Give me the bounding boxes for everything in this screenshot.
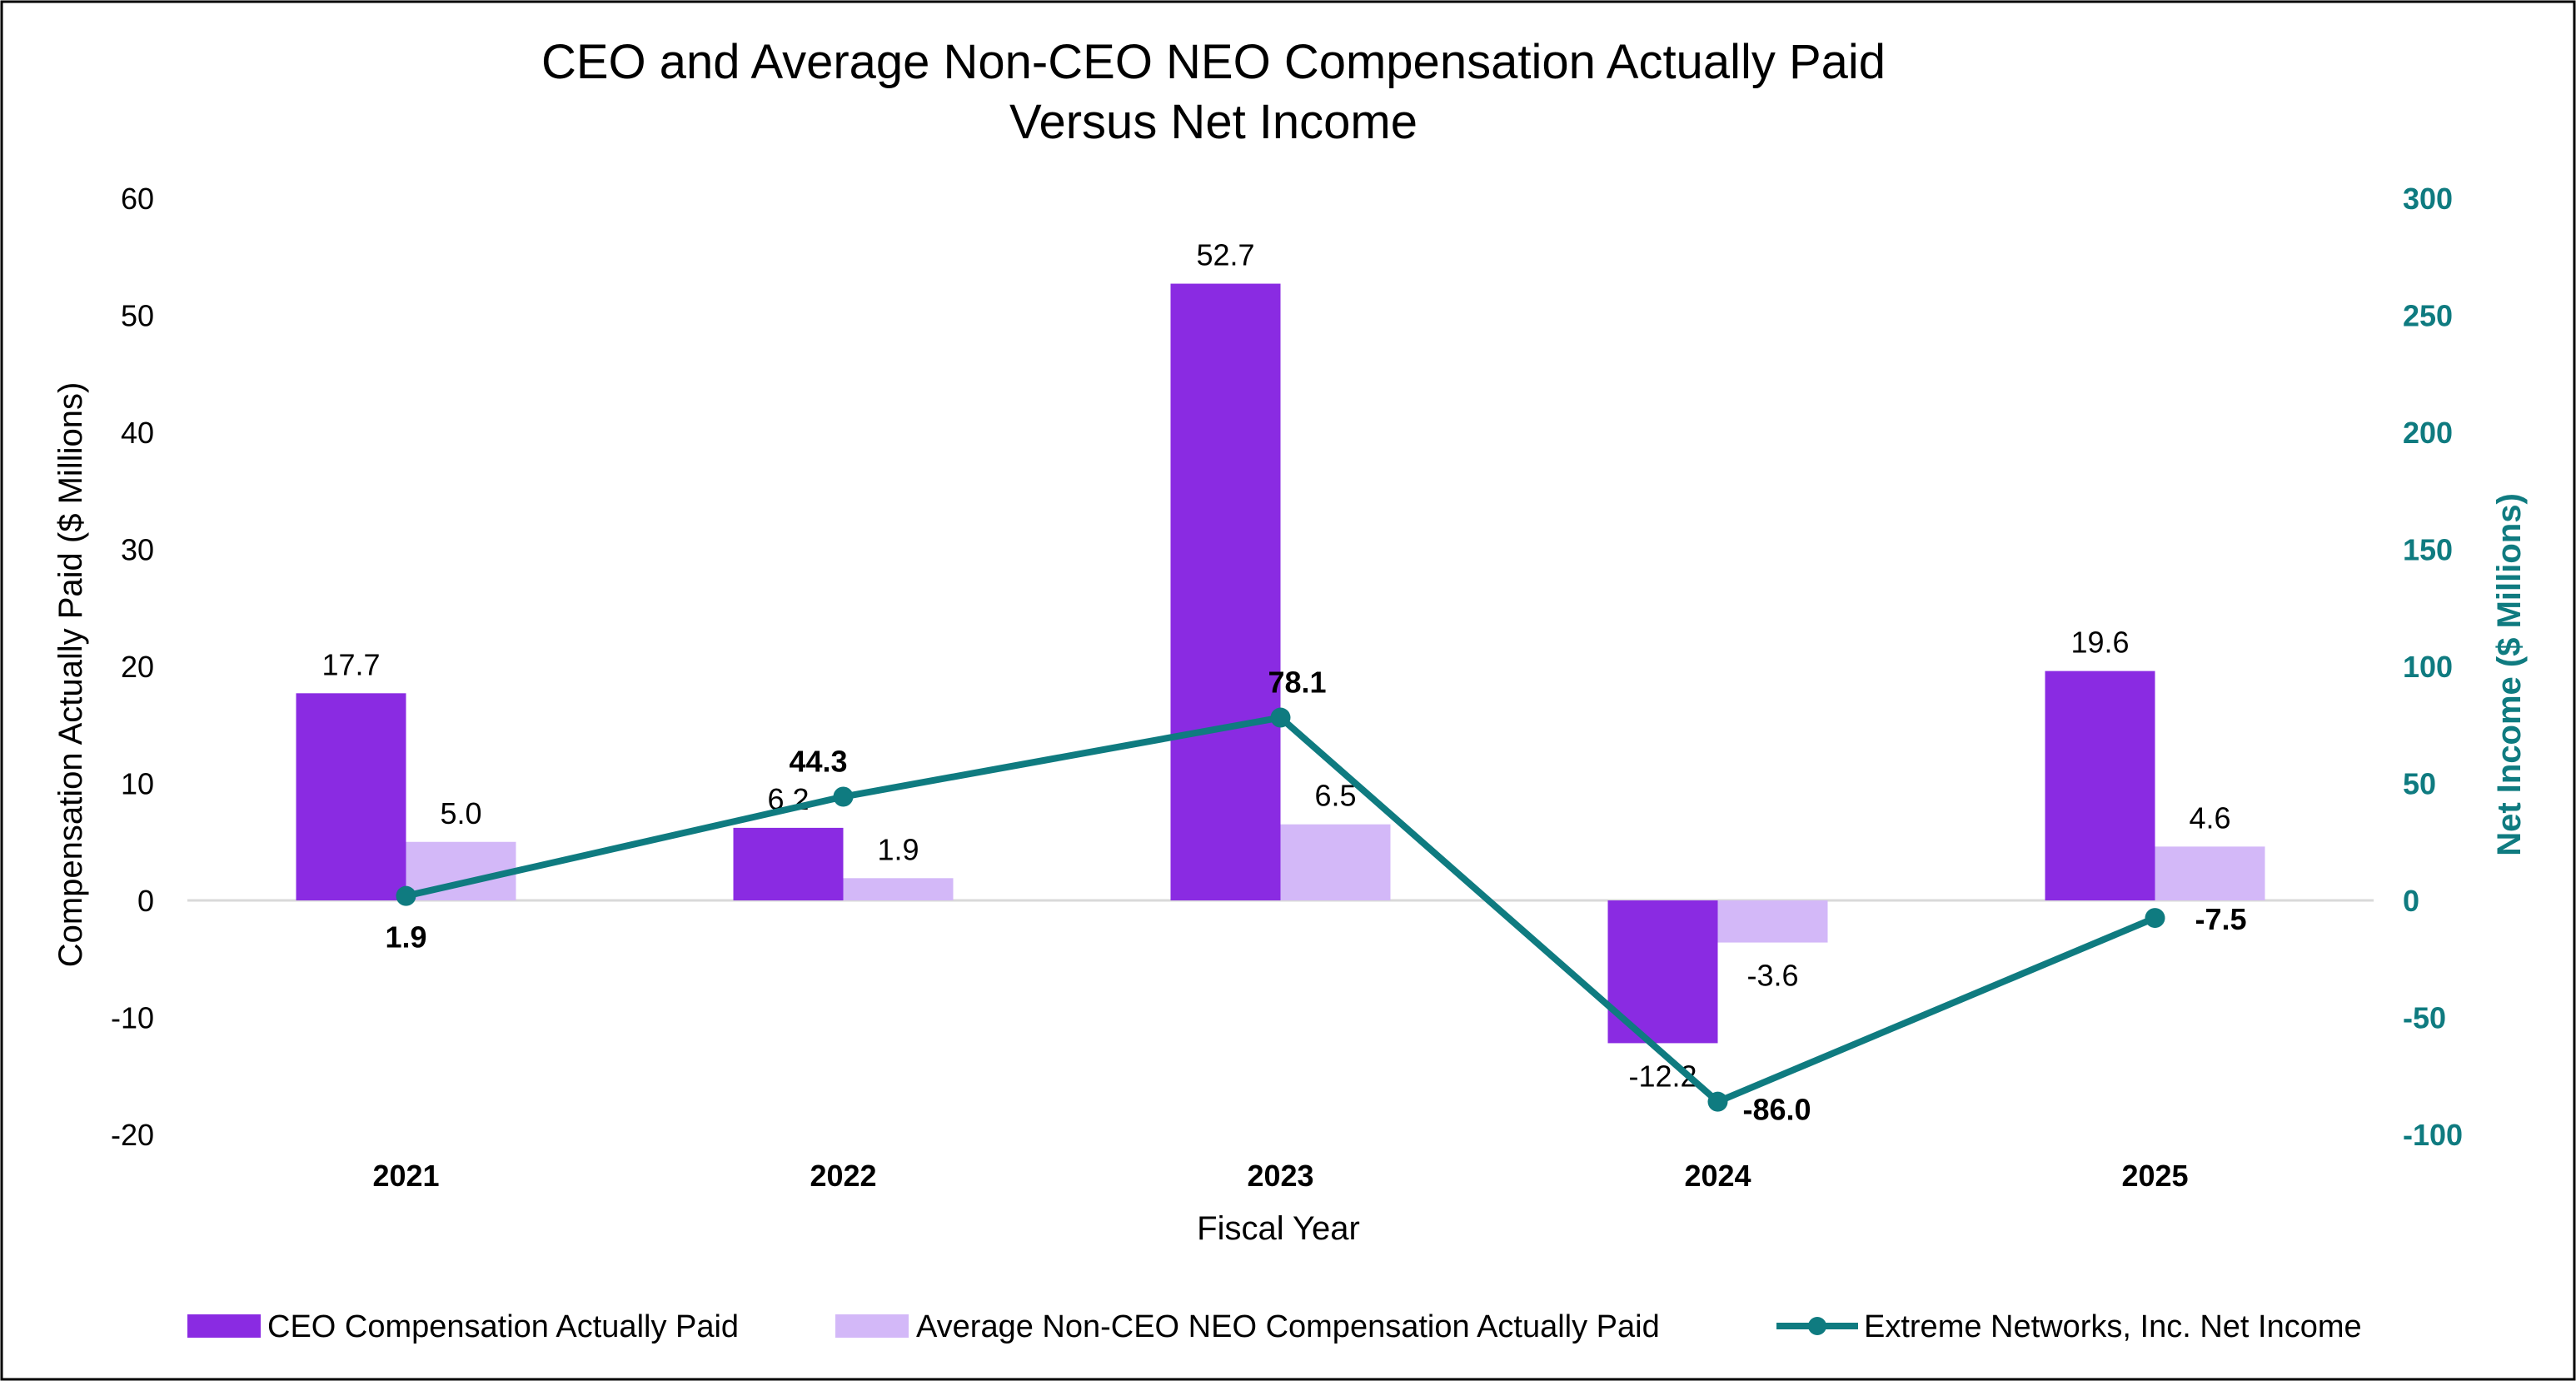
bar-neo bbox=[1280, 824, 1391, 900]
y-tick-label: 60 bbox=[121, 182, 154, 216]
net-income-point bbox=[2145, 908, 2165, 929]
y-tick-label: 0 bbox=[137, 884, 154, 918]
y2-tick-label: 100 bbox=[2403, 650, 2453, 684]
net-income-point bbox=[1707, 1091, 1728, 1112]
y-tick-label: 50 bbox=[121, 299, 154, 333]
legend-swatch-neo bbox=[835, 1314, 909, 1338]
y-tick-label: 10 bbox=[121, 767, 154, 801]
y-tick-label: 40 bbox=[121, 416, 154, 450]
chart-title: CEO and Average Non-CEO NEO Compensation… bbox=[541, 35, 1886, 89]
net-income-label: 78.1 bbox=[1268, 666, 1326, 700]
y2-tick-label: -50 bbox=[2403, 1001, 2446, 1035]
net-income-label: 1.9 bbox=[385, 920, 426, 955]
y-tick-label: -20 bbox=[111, 1118, 154, 1152]
bar-label-neo: 5.0 bbox=[440, 796, 481, 830]
y2-tick-label: 200 bbox=[2403, 416, 2453, 450]
legend-label-net-income: Extreme Networks, Inc. Net Income bbox=[1864, 1309, 2362, 1344]
x-tick-label: 2022 bbox=[810, 1159, 876, 1193]
bar-ceo bbox=[1170, 283, 1281, 900]
net-income-point bbox=[1270, 707, 1291, 728]
bar-label-neo: 6.5 bbox=[1314, 779, 1356, 813]
bar-label-ceo: 52.7 bbox=[1196, 238, 1254, 272]
legend-marker-net-income bbox=[1808, 1317, 1826, 1335]
net-income-point bbox=[833, 786, 854, 807]
net-income-label: -86.0 bbox=[1743, 1093, 1811, 1127]
legend-swatch-ceo bbox=[187, 1314, 261, 1338]
legend: CEO Compensation Actually Paid Average N… bbox=[187, 1309, 2362, 1344]
x-tick-label: 2023 bbox=[1247, 1159, 1313, 1193]
x-tick-label: 2021 bbox=[372, 1159, 439, 1193]
y2-tick-label: 0 bbox=[2403, 884, 2419, 918]
bar-label-ceo: 17.7 bbox=[321, 647, 380, 681]
bar-neo bbox=[1717, 900, 1828, 943]
bar-ceo bbox=[733, 827, 844, 900]
bar-label-neo: -3.6 bbox=[1746, 959, 1798, 993]
bar-label-neo: 4.6 bbox=[2189, 800, 2230, 835]
bar-label-ceo: 19.6 bbox=[2070, 626, 2129, 660]
y2-tick-label: -100 bbox=[2403, 1118, 2463, 1152]
y-tick-label: -10 bbox=[111, 1001, 154, 1035]
y2-axis-label: Net Income ($ Millions) bbox=[2491, 493, 2528, 856]
y-axis-label: Compensation Actually Paid ($ Millions) bbox=[52, 382, 89, 968]
bar-neo bbox=[843, 878, 954, 900]
bar-ceo bbox=[2045, 671, 2155, 900]
x-axis-label: Fiscal Year bbox=[1197, 1210, 1360, 1247]
y-tick-label: 30 bbox=[121, 533, 154, 567]
bar-label-neo: 1.9 bbox=[877, 832, 919, 866]
net-income-label: 44.3 bbox=[789, 745, 847, 779]
legend-label-ceo: CEO Compensation Actually Paid bbox=[267, 1309, 739, 1344]
y2-tick-label: 50 bbox=[2403, 767, 2436, 801]
plot-area: 6050403020100-10-20300250200150100500-50… bbox=[111, 182, 2463, 1193]
y-tick-label: 20 bbox=[121, 650, 154, 684]
chart-subtitle: Versus Net Income bbox=[1009, 95, 1418, 149]
bar-ceo bbox=[296, 693, 406, 900]
net-income-point bbox=[396, 885, 416, 906]
legend-label-neo: Average Non-CEO NEO Compensation Actuall… bbox=[916, 1309, 1660, 1344]
y2-tick-label: 150 bbox=[2403, 533, 2453, 567]
bar-neo bbox=[2155, 846, 2265, 900]
y2-tick-label: 300 bbox=[2403, 182, 2453, 216]
x-tick-label: 2025 bbox=[2121, 1159, 2188, 1193]
x-tick-label: 2024 bbox=[1684, 1159, 1751, 1193]
net-income-label: -7.5 bbox=[2195, 902, 2247, 936]
y2-tick-label: 250 bbox=[2403, 299, 2453, 333]
